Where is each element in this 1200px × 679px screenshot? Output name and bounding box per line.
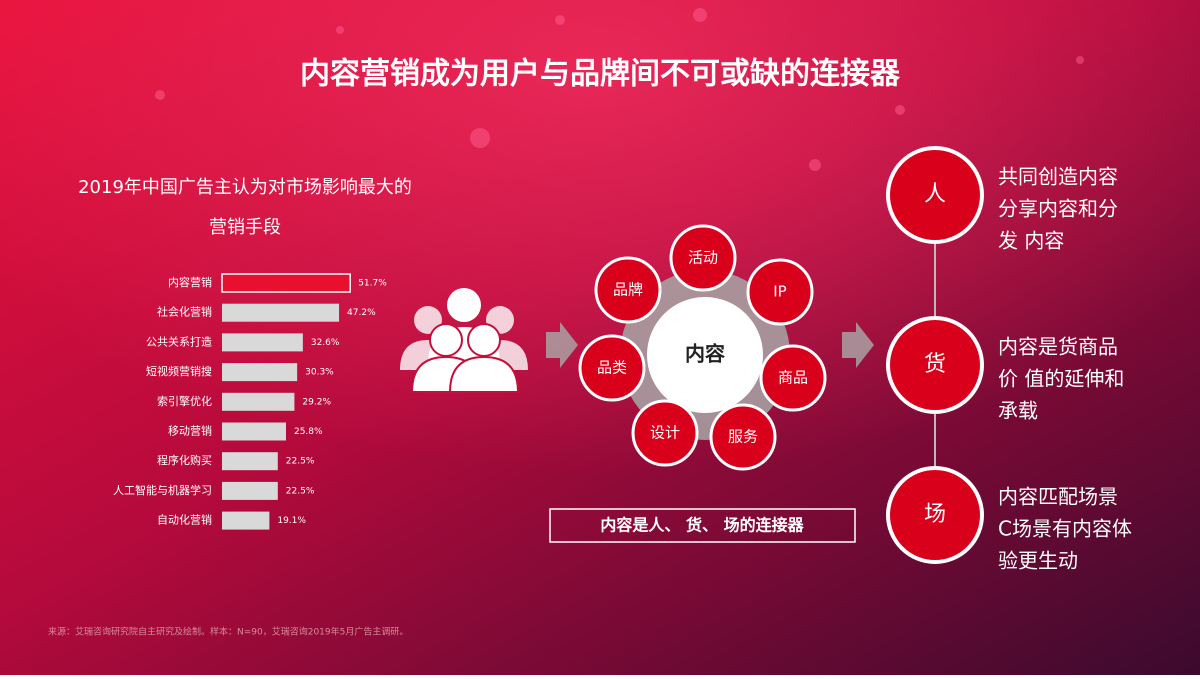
satellite	[594, 256, 662, 324]
page-title: 内容营销成为用户与品牌间不可或缺的连接器	[300, 57, 901, 92]
people-icon	[400, 288, 528, 393]
satellite-label: 活动	[688, 249, 718, 267]
value-label: 25.8%	[294, 427, 323, 437]
bar	[222, 422, 286, 441]
chart-title: 2019年中国广告主认为对市场影响最大的	[78, 177, 412, 198]
pillar-text: 内容匹配场景	[998, 485, 1118, 509]
bar	[222, 363, 298, 382]
category-label: 索引擎优化	[157, 394, 212, 408]
satellite	[631, 399, 699, 467]
pillar-text: 共同创造内容	[998, 165, 1118, 189]
pillar-text: C场景有内容体	[998, 517, 1132, 541]
bar	[222, 452, 278, 471]
value-label: 30.3%	[305, 368, 334, 378]
pillar-text: 内容是货商品	[998, 335, 1118, 359]
category-label: 公共关系打造	[146, 334, 212, 348]
chart-title: 营销手段	[209, 217, 281, 238]
category-label: 内容营销	[168, 275, 212, 289]
category-label: 自动化营销	[157, 513, 212, 527]
arrow	[842, 322, 874, 368]
satellite	[578, 334, 646, 402]
category-label: 移动营销	[168, 424, 212, 438]
hub	[647, 297, 763, 413]
value-label: 22.5%	[286, 457, 315, 467]
hub-label: 内容	[685, 342, 725, 366]
bar	[222, 303, 340, 322]
value-label: 19.1%	[277, 516, 306, 526]
value-label: 29.2%	[302, 397, 331, 407]
category-label: 程序化购买	[157, 453, 212, 467]
bar	[221, 273, 351, 293]
caption: 内容是人、 货、 场的连接器	[600, 516, 804, 535]
satellite-label: 设计	[650, 424, 680, 442]
bar	[222, 511, 270, 530]
pillar-label: 场	[924, 502, 946, 527]
satellite-label: IP	[773, 283, 786, 301]
satellite	[759, 344, 827, 412]
pillar-circle	[886, 316, 984, 414]
bar	[222, 392, 295, 411]
satellite	[669, 224, 737, 292]
satellite-label: 商品	[778, 369, 808, 387]
value-label: 22.5%	[286, 486, 315, 496]
satellite-label: 品牌	[613, 281, 643, 299]
value-label: 47.2%	[347, 308, 376, 318]
bokeh	[155, 8, 1084, 171]
pillar-text: 分享内容和分	[998, 197, 1118, 221]
satellite	[746, 258, 814, 326]
footnote: 来源：艾瑞咨询研究院自主研究及绘制。样本：N=90，艾瑞咨询2019年5月广告主…	[48, 626, 408, 638]
pillar-label: 货	[924, 352, 946, 377]
value-label: 32.6%	[311, 338, 340, 348]
satellite-label: 品类	[597, 359, 627, 377]
bar	[222, 333, 303, 352]
bar	[222, 481, 278, 500]
value-label: 51.7%	[358, 279, 387, 289]
arrow	[546, 322, 578, 368]
category-label: 社会化营销	[157, 305, 212, 319]
pillar-text: 价 值的延伸和	[998, 367, 1124, 391]
satellite	[709, 403, 777, 471]
caption-box	[549, 508, 856, 543]
satellite-label: 服务	[728, 428, 758, 446]
pillar-circle	[886, 466, 984, 564]
pillar-text: 验更生动	[998, 549, 1078, 573]
pillar-text: 发 内容	[998, 229, 1064, 253]
pillar-label: 人	[924, 182, 946, 207]
pillar-text: 承载	[998, 399, 1038, 423]
category-label: 短视频营销搜	[146, 364, 212, 378]
pillar-circle	[886, 146, 984, 244]
category-label: 人工智能与机器学习	[113, 483, 212, 497]
